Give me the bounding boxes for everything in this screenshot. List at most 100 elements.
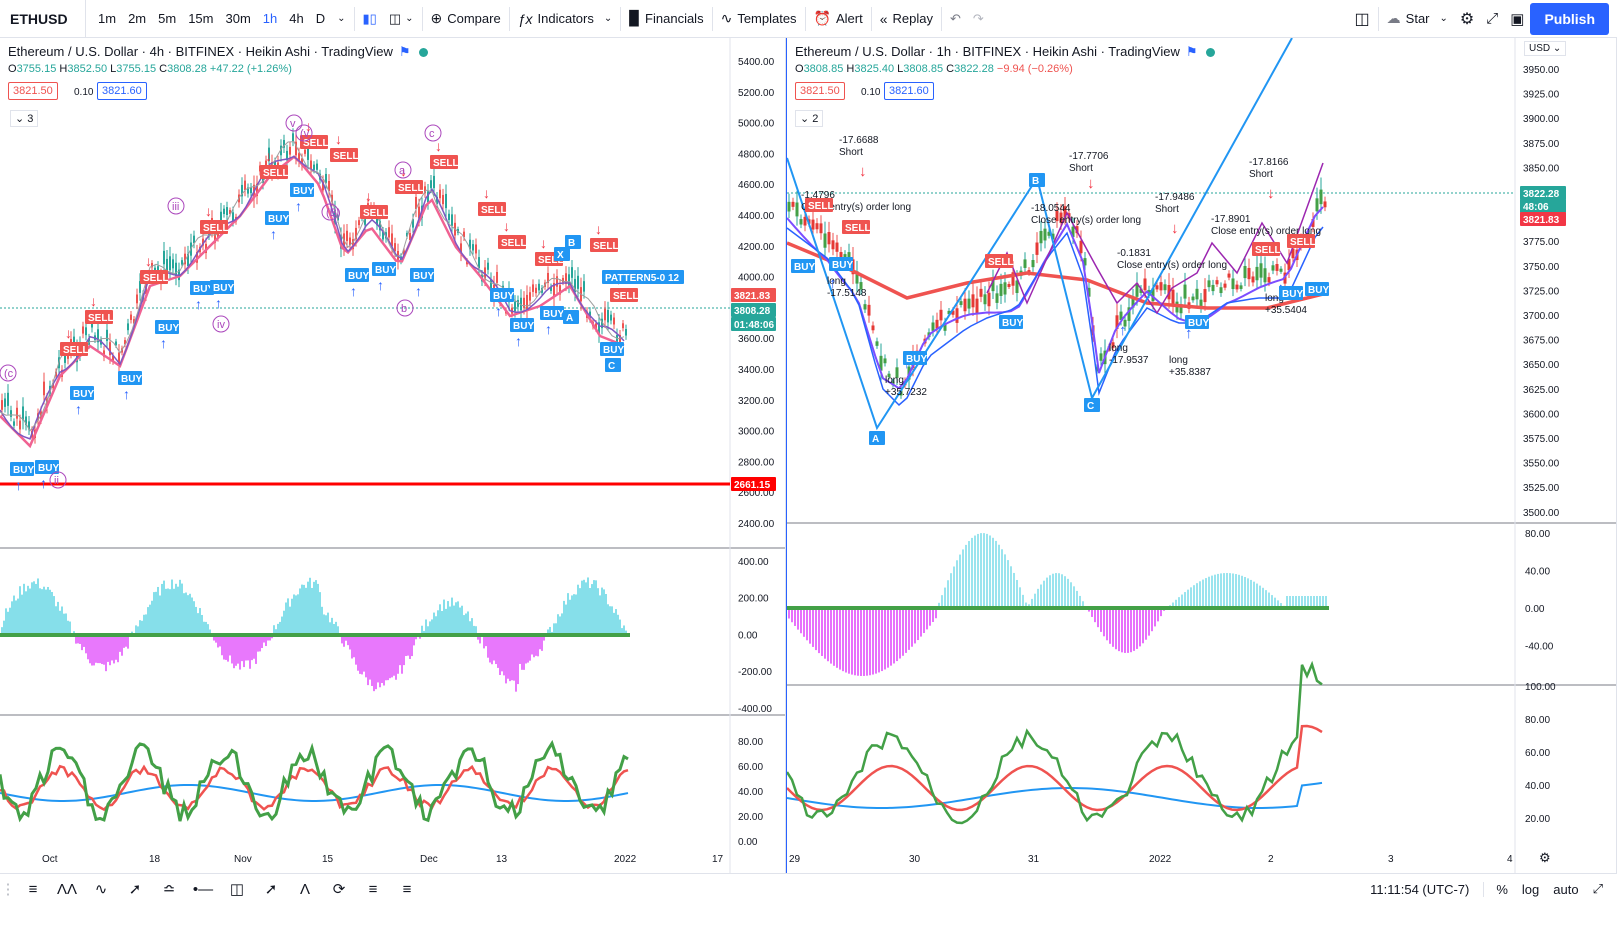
candle-body bbox=[268, 147, 270, 162]
alert-button[interactable]: ⏰ Alert bbox=[808, 0, 869, 38]
trend-lines-tool-icon[interactable]: ≡ bbox=[28, 880, 38, 898]
horizontal-ray-tool-icon[interactable]: •— bbox=[192, 880, 214, 898]
interval-4h[interactable]: 4h bbox=[289, 11, 304, 26]
candle-body bbox=[580, 287, 582, 302]
indicators-button[interactable]: ƒx Indicators ⌄ bbox=[512, 0, 619, 38]
settings-button[interactable]: ⚙ bbox=[1454, 0, 1480, 38]
wave-circle bbox=[321, 203, 339, 221]
sell-label: SELL bbox=[88, 313, 114, 324]
flag-icon[interactable]: ⚑ bbox=[1185, 44, 1198, 59]
toolbar-divider bbox=[421, 6, 423, 31]
fib-extension-tool-icon[interactable]: ≡ bbox=[402, 880, 412, 898]
line-tool-icon[interactable]: ➚ bbox=[264, 881, 278, 898]
templates-button[interactable]: ∿ Templates bbox=[715, 0, 803, 38]
last-price-tag-bg bbox=[731, 288, 776, 302]
interval-5m[interactable]: 5m bbox=[158, 11, 177, 26]
candle-body bbox=[795, 202, 799, 217]
sell-arrow-icon: ↓ bbox=[365, 188, 372, 204]
candle-body bbox=[142, 295, 144, 303]
interval-1h[interactable]: 1h bbox=[262, 11, 278, 26]
left-chart-pane[interactable]: Ethereum / U.S. Dollar · 4h · BITFINEX ·… bbox=[0, 38, 786, 873]
auto-scale-button[interactable]: auto bbox=[1553, 881, 1579, 897]
log-scale-button[interactable]: log bbox=[1521, 881, 1540, 897]
clock-time[interactable]: 11:11:54 (UTC-7) bbox=[1370, 881, 1470, 897]
redo-button[interactable]: ↷ bbox=[967, 0, 990, 38]
buy-label: BUY bbox=[603, 345, 624, 356]
price-axis-label: 3850.00 bbox=[1523, 163, 1560, 174]
bar-style-button[interactable]: ▮▯ bbox=[357, 0, 383, 38]
buy-arrow-icon: ↑ bbox=[1119, 322, 1127, 339]
wave-label: b bbox=[401, 303, 407, 315]
compare-button[interactable]: ⊕ Compare bbox=[425, 0, 507, 38]
interval-15m[interactable]: 15m bbox=[188, 11, 214, 26]
financials-button[interactable]: ▉ Financials bbox=[623, 0, 709, 38]
head-shoulders-tool-icon[interactable]: Λ bbox=[299, 880, 311, 898]
right-chart-pane[interactable]: Ethereum / U.S. Dollar · 1h · BITFINEX ·… bbox=[786, 38, 1617, 873]
left-chart-canvas[interactable]: 5400.00 5200.00 5000.00 4800.00 4600.00 4400.… bbox=[0, 38, 786, 873]
star-button[interactable]: ☁ Star ⌄ bbox=[1381, 0, 1454, 38]
zigzag-line bbox=[986, 162, 1324, 315]
wave-label: v bbox=[290, 118, 296, 130]
candle-body bbox=[891, 381, 895, 386]
candle-body bbox=[469, 239, 471, 250]
left-sell-price-button[interactable]: 3821.50 bbox=[8, 82, 58, 100]
fib-channel-tool-icon[interactable]: ≏ bbox=[162, 881, 176, 898]
candle-body bbox=[1163, 284, 1167, 291]
interval-30m[interactable]: 30m bbox=[225, 11, 251, 26]
candle-body bbox=[412, 219, 414, 228]
xabcd-pattern-tool-icon[interactable]: ΛΛ bbox=[56, 880, 78, 898]
symbol-search-button[interactable]: ETHUSD bbox=[0, 0, 86, 38]
candle-body bbox=[49, 385, 51, 394]
fullscreen-button[interactable]: ⤢ bbox=[1480, 0, 1504, 38]
buy-label-bg bbox=[510, 318, 534, 332]
fullscreen-icon[interactable]: ⤢ bbox=[1592, 881, 1603, 896]
replay-button[interactable]: « Replay bbox=[874, 0, 939, 38]
wave-circle bbox=[295, 124, 313, 142]
trade-annotation-line1: -17.8901 bbox=[1211, 214, 1251, 225]
buy-label: BUY bbox=[794, 262, 815, 273]
right-chart-canvas[interactable]: 3950.00 3925.00 3900.00 3875.00 3850.00 3825.… bbox=[787, 38, 1617, 873]
candle-body bbox=[379, 221, 381, 231]
buy-arrow-icon: ↑ bbox=[160, 335, 167, 351]
candle-body bbox=[502, 285, 504, 293]
left-buy-price-button[interactable]: 3821.60 bbox=[97, 82, 147, 100]
layout-button[interactable]: ◫ bbox=[1349, 0, 1376, 38]
interval-1m[interactable]: 1m bbox=[98, 11, 117, 26]
right-sell-price-button[interactable]: 3821.50 bbox=[795, 82, 845, 100]
elliott-wave-tool-icon[interactable]: ∿ bbox=[94, 881, 108, 898]
candle-body bbox=[1223, 283, 1227, 288]
candle-body bbox=[959, 301, 963, 305]
spiral-tool-icon[interactable]: ⟳ bbox=[332, 881, 346, 898]
buy-label: BUY bbox=[293, 186, 314, 197]
chart-type-button[interactable]: ◫ ⌄ bbox=[383, 0, 420, 38]
right-indicators-toggle[interactable]: ⌄ 2 bbox=[795, 110, 824, 127]
price-axis-label: 3700.00 bbox=[1523, 311, 1560, 322]
candle-body bbox=[28, 421, 30, 430]
percent-scale-button[interactable]: % bbox=[1483, 881, 1508, 897]
candle-body bbox=[1299, 239, 1303, 247]
candle-body bbox=[1103, 350, 1107, 365]
path-tool-icon[interactable]: ➚ bbox=[128, 881, 142, 898]
candle-body bbox=[1227, 273, 1231, 278]
currency-select[interactable]: USD ⌄ bbox=[1524, 41, 1567, 56]
fib-retracement-tool-icon[interactable]: ≡ bbox=[368, 880, 378, 898]
close-price-tag: 3808.28 bbox=[734, 306, 771, 317]
right-buy-price-button[interactable]: 3821.60 bbox=[884, 82, 934, 100]
interval-2m[interactable]: 2m bbox=[128, 11, 147, 26]
drag-handle-icon[interactable]: ⋮ bbox=[0, 881, 16, 898]
candle-body bbox=[418, 206, 420, 219]
publish-button[interactable]: Publish bbox=[1530, 2, 1609, 35]
interval-dropdown-button[interactable]: ⌄ bbox=[331, 0, 351, 38]
trade-annotation-line2: Short bbox=[839, 147, 863, 158]
candle-body bbox=[274, 161, 276, 167]
candle-body bbox=[565, 273, 567, 284]
candle-body bbox=[859, 282, 863, 290]
interval-d[interactable]: D bbox=[315, 11, 326, 26]
undo-button[interactable]: ↶ bbox=[944, 0, 967, 38]
snapshot-button[interactable]: ▣ bbox=[1504, 0, 1530, 38]
flag-icon[interactable]: ⚑ bbox=[398, 44, 411, 59]
candle-body bbox=[106, 329, 108, 342]
price-axis-label: 4600.00 bbox=[738, 180, 775, 191]
left-indicators-toggle[interactable]: ⌄ 3 bbox=[10, 110, 39, 127]
gann-fan-tool-icon[interactable]: ◫ bbox=[229, 881, 245, 898]
